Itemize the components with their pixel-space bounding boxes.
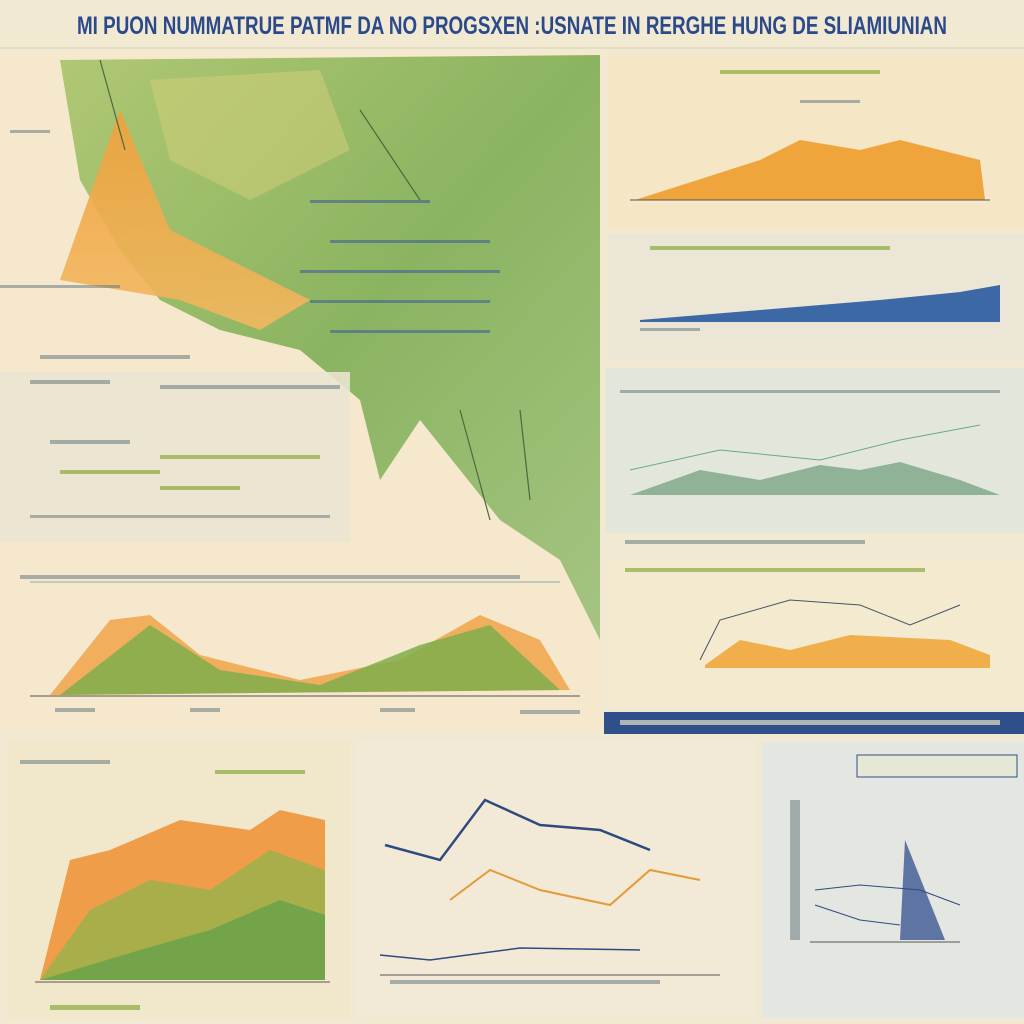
shape (384, 798, 651, 862)
shape (620, 720, 1000, 725)
map-panel (0, 52, 602, 732)
shape (356, 740, 756, 1018)
bottom-panels (8, 740, 1024, 1018)
right-panels (604, 54, 1024, 734)
text-placeholder (720, 70, 880, 74)
text-placeholder (790, 800, 800, 940)
text-placeholder (190, 708, 220, 712)
text-placeholder (160, 486, 240, 490)
text-placeholder (30, 515, 330, 518)
text-placeholder (50, 1005, 140, 1010)
shape (640, 285, 1000, 322)
text-placeholder (60, 470, 160, 474)
text-placeholder (55, 708, 95, 712)
shape (606, 368, 1024, 533)
shape (629, 424, 981, 471)
text-placeholder (620, 390, 1000, 393)
shape (608, 54, 1024, 230)
shape (856, 754, 1018, 778)
text-placeholder (330, 330, 490, 333)
shape (630, 462, 1000, 495)
text-placeholder (300, 270, 500, 273)
text-placeholder (50, 440, 130, 444)
shape (635, 140, 985, 200)
text-placeholder (215, 770, 305, 774)
text-placeholder (20, 575, 520, 579)
text-placeholder (640, 328, 700, 331)
text-placeholder (390, 980, 660, 984)
shape (699, 599, 961, 661)
text-placeholder (30, 380, 110, 384)
text-placeholder (10, 130, 50, 133)
text-placeholder (160, 455, 320, 459)
text-placeholder (310, 300, 490, 303)
text-placeholder (310, 200, 430, 203)
shape (608, 560, 1024, 708)
shape (900, 840, 945, 940)
text-placeholder (20, 760, 110, 764)
shape (60, 625, 560, 695)
shape (40, 900, 325, 980)
shape (814, 884, 961, 926)
page-title: MI PUON NUMMATRUE PATMF DA NO PROGSXEN :… (77, 12, 947, 40)
text-placeholder (520, 710, 580, 714)
text-placeholder (40, 355, 190, 359)
shape (0, 130, 500, 359)
text-placeholder (650, 246, 890, 250)
shape (150, 70, 350, 200)
shape (705, 635, 990, 668)
text-placeholder (330, 240, 490, 243)
text-placeholder (380, 708, 415, 712)
text-placeholder (625, 540, 865, 544)
shape (379, 947, 641, 961)
text-placeholder (0, 285, 120, 288)
shape (762, 742, 1024, 1018)
shape (449, 868, 701, 907)
text-placeholder (625, 568, 925, 572)
shape (60, 55, 600, 640)
text-placeholder (800, 100, 860, 103)
shape (60, 110, 310, 330)
text-placeholder (160, 385, 340, 389)
shape (99, 59, 531, 521)
